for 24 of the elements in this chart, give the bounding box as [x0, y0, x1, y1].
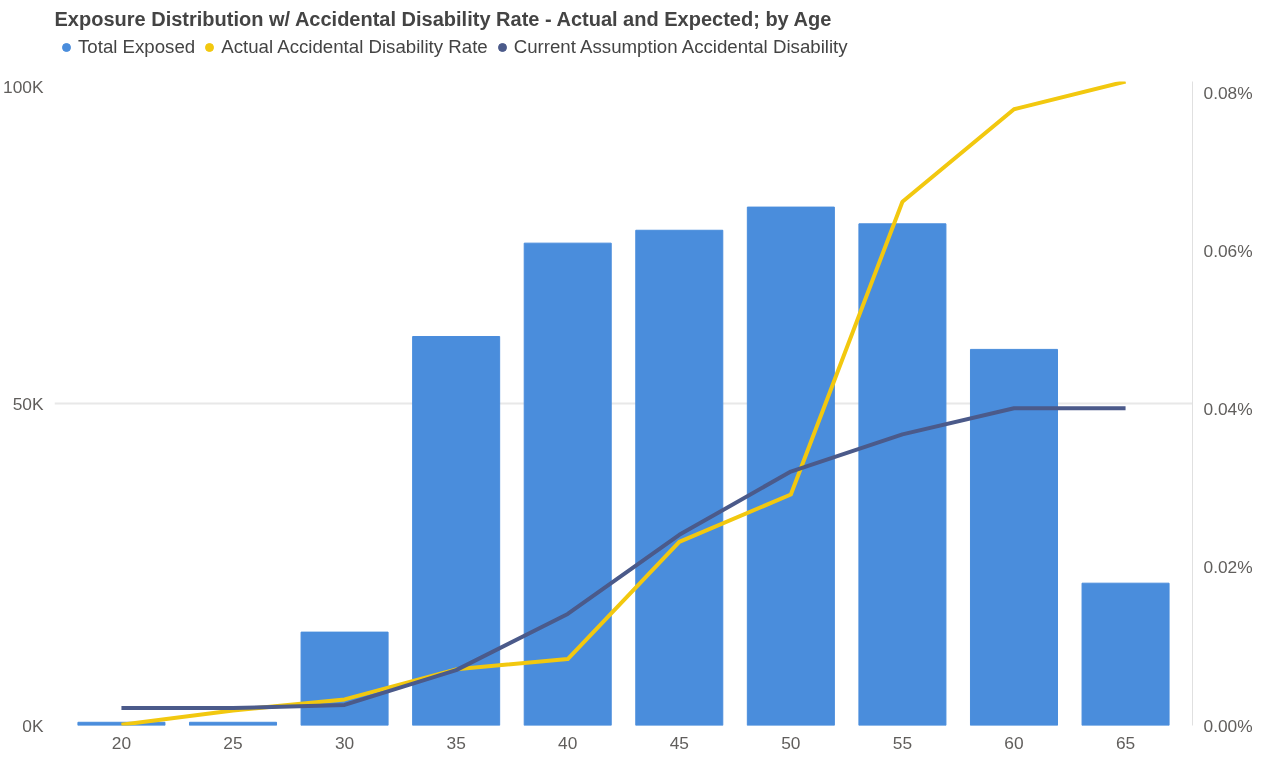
legend-label: Current Assumption Accidental Disability: [513, 36, 848, 58]
x-tick-label: 55: [892, 732, 913, 753]
legend-label: Actual Accidental Disability Rate: [221, 36, 488, 58]
y-tick-label: 50K: [12, 393, 44, 414]
x-tick-label: 30: [334, 732, 355, 753]
line-series: [119, 406, 1128, 711]
y-tick-label: 0K: [22, 715, 44, 736]
y-tick-label: 100K: [3, 76, 44, 97]
x-tick-label: 65: [1115, 732, 1136, 753]
chart-title: Exposure Distribution w/ Accidental Disability Rate - Actual and Expected; by Age: [54, 7, 832, 30]
x-tick-label: 45: [669, 732, 689, 753]
y2-tick-label: 0.04%: [1203, 399, 1253, 420]
x-tick-label: 50: [781, 732, 801, 753]
y2-tick-label: 0.06%: [1203, 240, 1253, 261]
legend-label: Total Exposed: [78, 36, 196, 58]
x-tick-label: 25: [223, 732, 243, 753]
x-tick-label: 40: [558, 732, 578, 753]
x-tick-label: 20: [111, 732, 132, 753]
y2-tick-label: 0.08%: [1203, 82, 1253, 103]
x-tick-label: 60: [1004, 732, 1024, 753]
x-tick-label: 35: [446, 732, 466, 753]
y2-tick-label: 0.00%: [1203, 715, 1253, 736]
y2-tick-label: 0.02%: [1203, 557, 1253, 578]
line-series: [119, 81, 1128, 726]
